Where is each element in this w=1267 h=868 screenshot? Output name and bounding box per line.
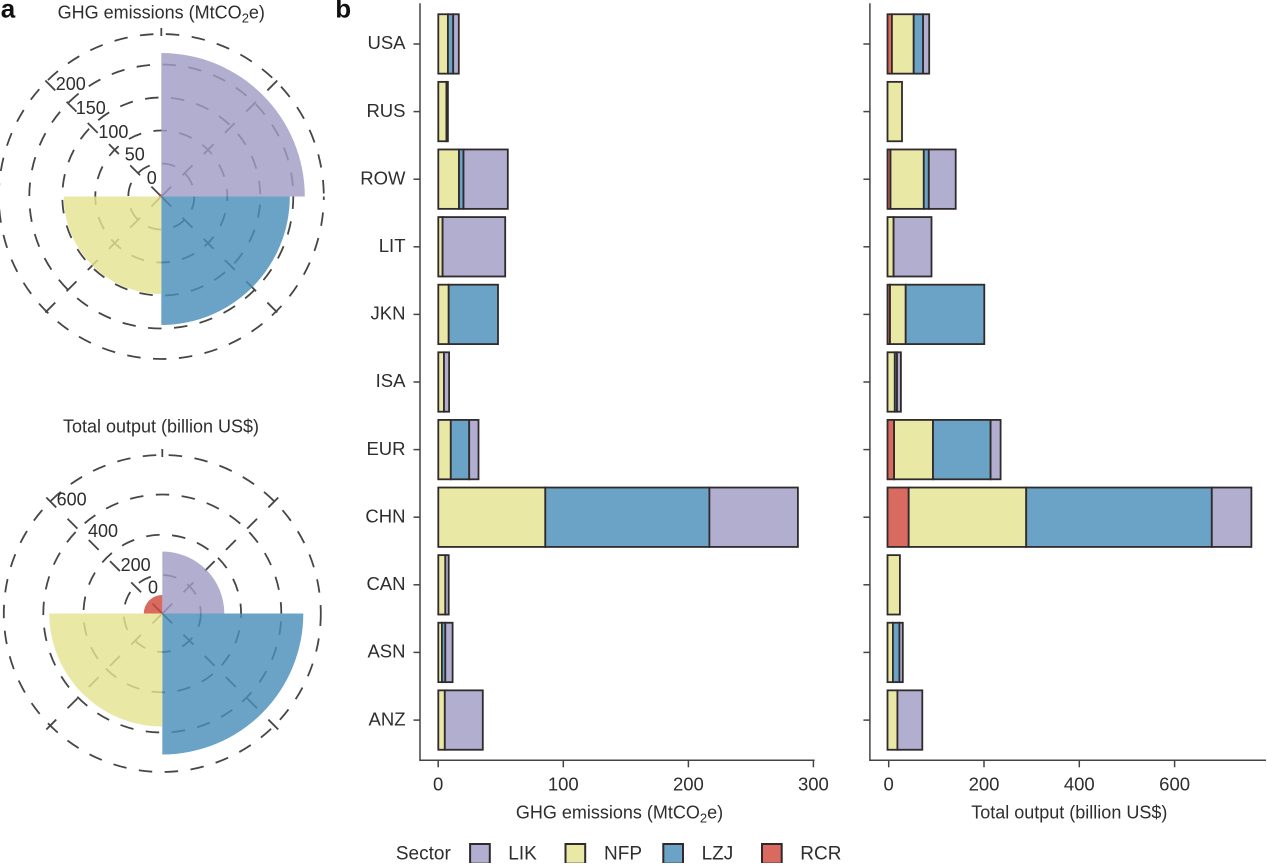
svg-text:0: 0 <box>147 168 157 188</box>
svg-text:RCR: RCR <box>800 843 841 863</box>
svg-text:50: 50 <box>125 145 145 165</box>
svg-text:150: 150 <box>76 98 106 118</box>
svg-text:NFP: NFP <box>604 843 642 863</box>
svg-text:ISA: ISA <box>376 370 406 391</box>
svg-text:b: b <box>335 0 351 24</box>
svg-text:400: 400 <box>88 521 118 541</box>
svg-text:ANZ: ANZ <box>369 708 406 729</box>
svg-text:GHG emissions (MtCO2e): GHG emissions (MtCO2e) <box>58 2 265 25</box>
svg-text:LIT: LIT <box>379 235 406 256</box>
svg-text:Total output (billion US$): Total output (billion US$) <box>971 803 1167 823</box>
svg-text:0: 0 <box>148 577 158 597</box>
svg-text:400: 400 <box>1064 773 1095 794</box>
svg-text:LZJ: LZJ <box>702 843 734 863</box>
svg-text:LIK: LIK <box>508 843 537 863</box>
svg-text:Total output (billion US$): Total output (billion US$) <box>63 417 259 437</box>
svg-text:0: 0 <box>433 773 443 794</box>
svg-text:200: 200 <box>969 773 1000 794</box>
svg-text:600: 600 <box>57 490 87 510</box>
svg-text:200: 200 <box>56 74 86 94</box>
svg-text:300: 300 <box>798 773 829 794</box>
svg-text:CHN: CHN <box>365 505 405 526</box>
svg-text:RUS: RUS <box>366 100 405 121</box>
svg-text:100: 100 <box>548 773 579 794</box>
svg-text:600: 600 <box>1159 773 1190 794</box>
svg-text:JKN: JKN <box>371 303 406 324</box>
svg-text:200: 200 <box>673 773 704 794</box>
svg-text:ASN: ASN <box>367 641 405 662</box>
svg-text:ROW: ROW <box>360 167 406 188</box>
svg-text:GHG emissions (MtCO2e): GHG emissions (MtCO2e) <box>516 803 723 826</box>
svg-text:Sector: Sector <box>396 843 452 863</box>
svg-text:a: a <box>1 0 16 24</box>
svg-text:100: 100 <box>98 122 128 142</box>
svg-text:200: 200 <box>121 555 151 575</box>
svg-text:0: 0 <box>884 773 894 794</box>
svg-text:CAN: CAN <box>366 573 405 594</box>
svg-text:EUR: EUR <box>366 438 405 459</box>
svg-text:USA: USA <box>367 32 406 53</box>
